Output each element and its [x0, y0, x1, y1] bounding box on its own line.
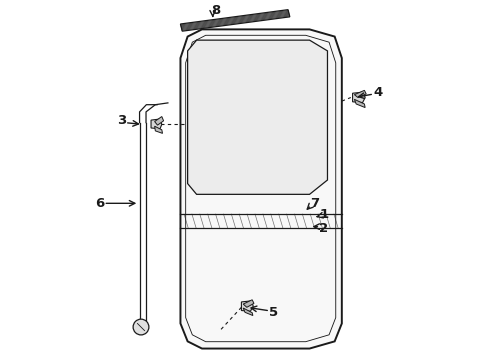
Polygon shape [243, 300, 254, 307]
Polygon shape [155, 117, 164, 125]
Polygon shape [151, 119, 162, 129]
Text: 2: 2 [319, 222, 328, 235]
Polygon shape [243, 308, 253, 316]
Polygon shape [180, 30, 342, 348]
Circle shape [133, 319, 149, 335]
Text: 7: 7 [310, 197, 319, 210]
Polygon shape [353, 92, 365, 103]
Text: 8: 8 [212, 4, 221, 17]
Text: 3: 3 [117, 114, 126, 127]
Polygon shape [354, 90, 366, 98]
Text: 1: 1 [319, 208, 328, 221]
Polygon shape [180, 10, 290, 31]
Polygon shape [188, 40, 327, 194]
Polygon shape [242, 301, 253, 311]
Polygon shape [354, 99, 365, 108]
Text: 4: 4 [373, 86, 382, 99]
Text: 6: 6 [95, 197, 104, 210]
Text: 5: 5 [269, 306, 278, 319]
Polygon shape [155, 126, 163, 134]
